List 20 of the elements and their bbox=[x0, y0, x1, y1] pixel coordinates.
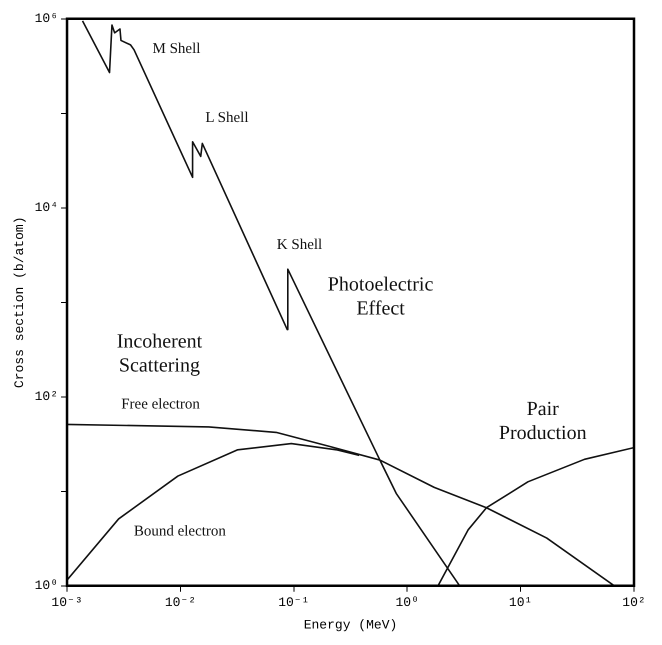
y-tick-label: 10² bbox=[34, 389, 58, 404]
annotation: Free electron bbox=[121, 396, 200, 412]
annotation: M Shell bbox=[152, 40, 200, 57]
y-tick-label: 10⁴ bbox=[34, 200, 58, 216]
annotation: K Shell bbox=[276, 236, 322, 253]
annotation: Pair Production bbox=[498, 398, 587, 444]
y-tick-label: 10⁶ bbox=[34, 11, 58, 26]
annotation: Incoherent Scattering bbox=[116, 330, 203, 377]
annotation: Photoelectric Effect bbox=[328, 273, 434, 320]
annotation: L Shell bbox=[205, 110, 249, 126]
x-tick-label: 10¹ bbox=[508, 595, 532, 610]
x-tick-label: 10² bbox=[622, 595, 646, 610]
x-tick-label: 10⁰ bbox=[395, 595, 419, 610]
x-tick-label: 10⁻¹ bbox=[278, 595, 310, 610]
x-tick-label: 10⁻² bbox=[164, 595, 196, 610]
x-axis-title: Energy (MeV) bbox=[304, 618, 398, 633]
annotation: Bound electron bbox=[134, 523, 226, 540]
y-tick-label: 10⁰ bbox=[34, 578, 58, 594]
x-tick-label: 10⁻³ bbox=[51, 595, 83, 610]
y-axis-title: Cross section (b/atom) bbox=[12, 216, 28, 388]
